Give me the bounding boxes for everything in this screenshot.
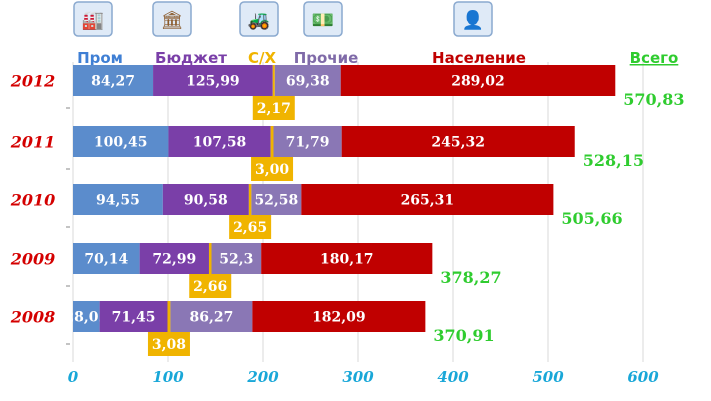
legend-label: Прочие — [294, 49, 359, 67]
year-label: 2011 — [10, 133, 56, 152]
cx-value-box — [252, 96, 295, 120]
bar-value-label: 90,58 — [184, 193, 228, 209]
total-label: 505,66 — [561, 209, 622, 228]
bar-value-label: 52,3 — [219, 252, 253, 268]
cx-value-label: 2,65 — [233, 220, 267, 236]
legend-label: Население — [432, 49, 526, 67]
cx-value-label: 3,08 — [152, 337, 186, 353]
bar-value-label: 107,58 — [193, 135, 247, 151]
bar-value-label: 86,27 — [189, 310, 233, 326]
bar-value-label: 52,58 — [254, 193, 298, 209]
bar-segment-Пром — [73, 184, 163, 215]
bar-value-label: 71,79 — [286, 135, 330, 151]
total-label: 370,91 — [433, 326, 494, 345]
legend-label: Всего — [630, 49, 679, 67]
bar-segment-Население — [340, 65, 616, 96]
factory-icon: 🏭 — [73, 1, 113, 37]
bar-value-label: 28,02 — [64, 310, 108, 326]
bar-segment-Бюджет — [168, 126, 271, 157]
x-tick-label: 0 — [68, 368, 79, 386]
x-tick-label: 500 — [532, 368, 564, 386]
bar-segment-Население — [341, 126, 575, 157]
money-stack-icon: 💵 — [303, 1, 343, 37]
tractor-icon-glyph: 🚜 — [248, 10, 270, 31]
factory-icon-glyph: 🏭 — [82, 10, 104, 31]
bar-segment-С/Х — [248, 184, 252, 215]
tractor-icon: 🚜 — [239, 1, 279, 37]
cx-value-box — [147, 332, 190, 356]
cx-value-label: 2,66 — [193, 279, 227, 295]
bar-segment-С/Х — [208, 243, 212, 274]
cx-value-box — [229, 215, 272, 239]
total-label: 570,83 — [623, 90, 684, 109]
person-icon: 👤 — [453, 1, 493, 37]
bar-segment-Бюджет — [153, 65, 273, 96]
year-label: 2008 — [10, 308, 56, 327]
bar-value-label: 69,38 — [286, 74, 330, 90]
bar-segment-С/Х — [270, 126, 274, 157]
government-building-icon: 🏛 — [152, 1, 192, 37]
bar-segment-С/Х — [272, 65, 275, 96]
bar-segment-Пром — [73, 65, 154, 96]
bar-segment-Бюджет — [99, 301, 168, 332]
bar-value-label: 245,32 — [431, 135, 485, 151]
bar-segment-Прочие — [273, 126, 342, 157]
x-tick-label: 100 — [152, 368, 184, 386]
cx-value-box — [189, 274, 232, 298]
x-tick-label: 600 — [627, 368, 659, 386]
bar-segment-Пром — [73, 126, 169, 157]
legend-label: С/Х — [248, 49, 276, 67]
bar-value-label: 71,45 — [112, 310, 156, 326]
bar-segment-Население — [301, 184, 554, 215]
bar-value-label: 84,27 — [91, 74, 135, 90]
bar-segment-Пром — [73, 243, 140, 274]
x-axis: 0 100 200 300 400 500 600 — [68, 368, 659, 386]
bar-segment-Население — [252, 301, 426, 332]
legend-label: Пром — [77, 49, 123, 67]
cx-value-box — [251, 157, 294, 181]
x-tick-label: 200 — [246, 368, 279, 386]
bar-segment-Прочие — [274, 65, 341, 96]
bar-value-label: 265,31 — [401, 193, 455, 209]
bar-value-label: 100,45 — [94, 135, 148, 151]
year-label: 2009 — [10, 250, 56, 269]
bar-segment-Пром — [73, 301, 100, 332]
bar-value-label: 180,17 — [320, 252, 374, 268]
total-label: 528,15 — [583, 151, 644, 170]
bar-segment-С/Х — [167, 301, 171, 332]
government-building-icon-glyph: 🏛 — [161, 10, 184, 31]
year-label: 2010 — [10, 191, 56, 210]
bar-value-label: 182,09 — [312, 310, 366, 326]
bar-segment-Население — [261, 243, 433, 274]
government-building-icon-frame — [152, 1, 192, 37]
bar-value-label: 289,02 — [451, 74, 505, 90]
bar-segment-Прочие — [211, 243, 262, 274]
bar-value-label: 94,55 — [96, 193, 140, 209]
x-tick-label: 400 — [437, 368, 469, 386]
bar-value-label: 125,99 — [186, 74, 240, 90]
person-icon-glyph: 👤 — [462, 9, 484, 31]
bar-value-label: 72,99 — [152, 252, 196, 268]
total-label: 378,27 — [440, 268, 501, 287]
year-label: 2012 — [10, 72, 56, 91]
legend-label: Бюджет — [155, 49, 227, 67]
legend: Пром Бюджет С/Х Прочие Население Всего — [77, 49, 678, 67]
cx-value-label: 3,00 — [255, 162, 289, 178]
person-icon-frame — [453, 1, 493, 37]
bar-segment-Бюджет — [162, 184, 249, 215]
bars: 2012 84,27 125,99 69,38 289,02 2,17 570,83 2011… — [10, 65, 685, 356]
money-stack-icon-glyph: 💵 — [312, 10, 334, 31]
factory-icon-frame — [73, 1, 113, 37]
bar-value-label: 70,14 — [84, 252, 128, 268]
cx-value-label: 2,17 — [257, 101, 291, 117]
x-tick-label: 300 — [342, 368, 374, 386]
tractor-icon-frame — [239, 1, 279, 37]
money-stack-icon-frame — [303, 1, 343, 37]
bar-segment-Прочие — [251, 184, 302, 215]
bar-segment-Прочие — [170, 301, 253, 332]
bar-segment-Бюджет — [139, 243, 209, 274]
legend-icons: 🏭 🏛 🚜 💵 👤 — [73, 1, 493, 37]
